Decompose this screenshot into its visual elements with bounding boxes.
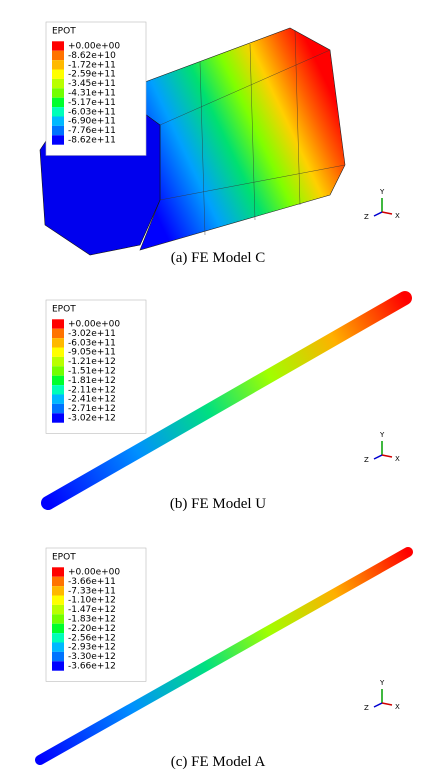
legend-swatch <box>52 576 64 587</box>
axis-triad: Y X Z <box>364 431 400 464</box>
legend-swatch <box>52 403 64 414</box>
triad-z <box>373 702 383 708</box>
legend-label: -2.71e+12 <box>68 404 116 414</box>
legend-swatch <box>52 614 64 624</box>
legend-swatch <box>52 60 64 70</box>
legend-swatch <box>52 125 64 136</box>
legend-label: -3.02e+11 <box>68 329 116 339</box>
legend-label: -4.31e+11 <box>68 89 116 99</box>
triad-label: X <box>395 212 400 220</box>
legend-label: +0.00e+00 <box>68 42 120 52</box>
legend-label: -3.02e+12 <box>68 414 116 424</box>
legend-label: -6.03e+11 <box>68 338 116 348</box>
legend-swatch <box>52 97 64 108</box>
legend-swatch <box>52 366 64 376</box>
legend-swatch <box>52 661 64 671</box>
triad-x <box>381 454 393 458</box>
legend-label: -8.62e+11 <box>68 136 116 146</box>
legend-swatch <box>52 78 64 89</box>
triad-label: X <box>395 455 400 463</box>
legend-swatch <box>52 413 64 423</box>
legend-swatch <box>52 41 64 51</box>
legend-label: -2.20e+12 <box>68 624 116 634</box>
axis-triad: Y X Z <box>364 188 400 221</box>
legend-label: -1.47e+12 <box>68 605 116 615</box>
legend-label: -2.93e+12 <box>68 643 116 653</box>
legend-label: -3.45e+11 <box>68 79 116 89</box>
legend-swatch <box>52 651 64 662</box>
caption: (b) FE Model U <box>170 496 266 512</box>
legend-label: -1.72e+11 <box>68 60 116 70</box>
legend-swatch <box>52 338 64 348</box>
legend-swatch <box>52 604 64 615</box>
legend-label: +0.00e+00 <box>68 568 120 578</box>
legend-label: -3.66e+11 <box>68 577 116 587</box>
legend-swatch <box>52 135 64 145</box>
legend-title: EPOT <box>52 305 76 315</box>
caption: (c) FE Model A <box>171 754 266 770</box>
legend-label: -8.62e+10 <box>68 51 116 61</box>
legend-label: -1.10e+12 <box>68 596 116 606</box>
legend-label: -2.11e+12 <box>68 385 116 395</box>
legend-swatch <box>52 107 64 117</box>
legend-swatch <box>52 88 64 98</box>
mesh-lines <box>159 29 346 236</box>
model-rod <box>41 291 412 510</box>
legend-swatch <box>52 595 64 605</box>
legend-swatch <box>52 116 64 126</box>
triad-label: Y <box>379 679 385 687</box>
legend-swatch <box>52 319 64 329</box>
legend-label: -7.76e+11 <box>68 126 116 136</box>
triad-z <box>373 211 383 217</box>
legend-label: +0.00e+00 <box>68 320 120 330</box>
legend-label: -1.81e+12 <box>68 376 116 386</box>
legend-swatch <box>52 633 64 643</box>
legend-label: -1.51e+12 <box>68 367 116 377</box>
legend-label: -2.41e+12 <box>68 395 116 405</box>
legend-label: -2.56e+12 <box>68 633 116 643</box>
legend-label: -1.83e+12 <box>68 615 116 625</box>
legend-label: -3.30e+12 <box>68 652 116 662</box>
legend-title: EPOT <box>52 553 76 563</box>
model-rod <box>35 547 413 765</box>
triad-label: X <box>395 703 400 711</box>
legend-label: -3.66e+12 <box>68 662 116 672</box>
legend-label: -5.17e+11 <box>68 98 116 108</box>
legend-swatch <box>52 567 64 577</box>
triad-label: Z <box>364 213 369 221</box>
legend-swatch <box>52 385 64 395</box>
legend-swatch <box>52 347 64 357</box>
legend-title: EPOT <box>52 27 76 37</box>
triad-label: Z <box>364 704 369 712</box>
legend-label: -1.21e+12 <box>68 357 116 367</box>
legend-swatch <box>52 642 64 652</box>
triad-label: Y <box>379 431 385 439</box>
legend-swatch <box>52 375 64 386</box>
triad-label: Y <box>379 188 385 196</box>
axis-triad: Y X Z <box>364 679 400 712</box>
legend-swatch <box>52 394 64 404</box>
legend-label: -2.59e+11 <box>68 70 116 80</box>
legend-swatch <box>52 328 64 339</box>
legend-swatch <box>52 50 64 61</box>
triad-z <box>373 454 383 460</box>
caption: (a) FE Model C <box>171 250 266 266</box>
triad-x <box>381 211 393 215</box>
legend-swatch <box>52 69 64 79</box>
legend-swatch <box>52 623 64 634</box>
triad-x <box>381 702 393 706</box>
triad-label: Z <box>364 456 369 464</box>
legend-swatch <box>52 586 64 596</box>
legend-label: -9.05e+11 <box>68 348 116 358</box>
legend-label: -7.33e+11 <box>68 586 116 596</box>
legend-label: -6.03e+11 <box>68 107 116 117</box>
legend-swatch <box>52 356 64 367</box>
legend-label: -6.90e+11 <box>68 117 116 127</box>
